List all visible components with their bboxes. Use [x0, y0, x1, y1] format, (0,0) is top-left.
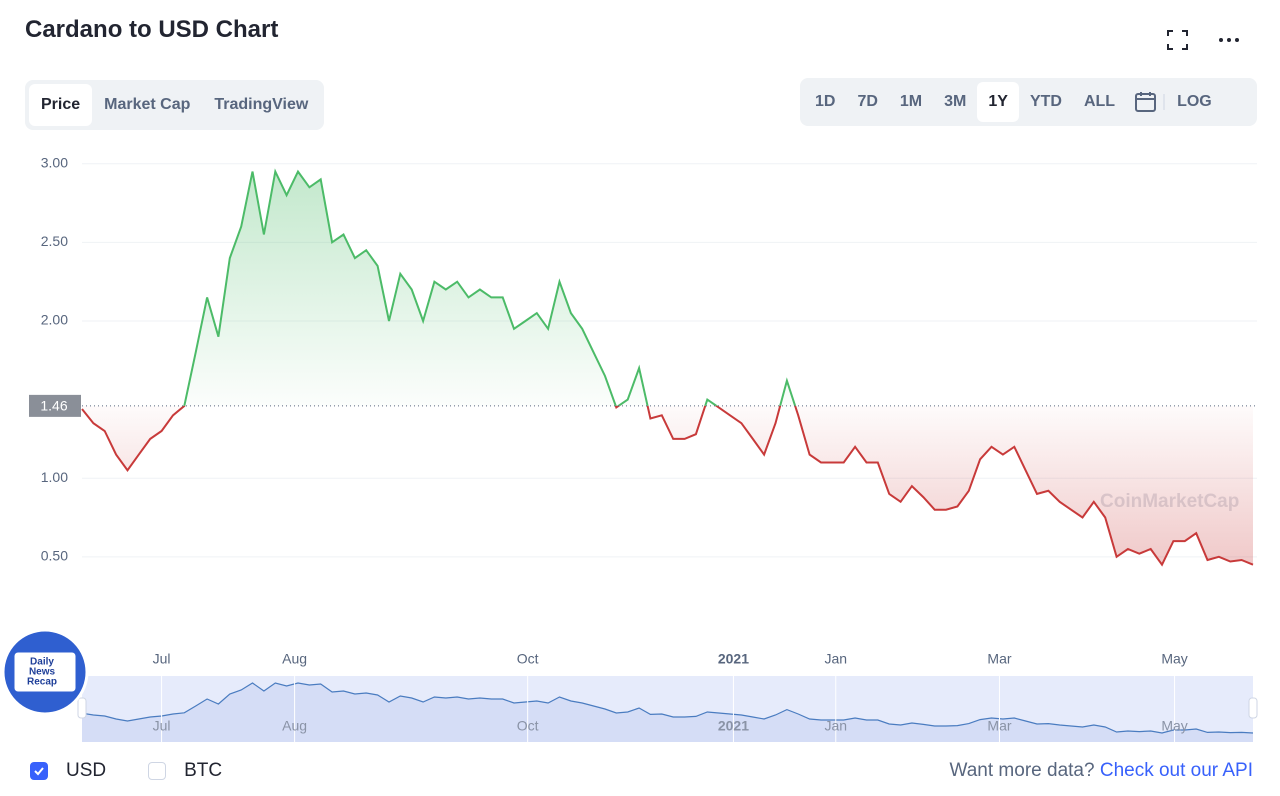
- navigator-area: [82, 683, 1253, 742]
- y-tick-label: 0.50: [41, 548, 68, 564]
- x-tick-label: Mar: [987, 651, 1011, 667]
- navigator-label: Mar: [987, 718, 1011, 734]
- badge-text: News: [29, 667, 56, 678]
- badge-text: Recap: [27, 677, 57, 688]
- navigator-label: Oct: [517, 718, 539, 734]
- x-tick-label: Aug: [282, 651, 307, 667]
- badge-text: Daily: [30, 657, 54, 668]
- currency-label: BTC: [184, 760, 223, 781]
- range-button[interactable]: 1D: [815, 93, 836, 110]
- range-button[interactable]: YTD: [1029, 93, 1062, 110]
- tab[interactable]: Market Cap: [104, 96, 191, 113]
- prompt: Want more data?: [949, 760, 1095, 781]
- navigator-label: Jul: [153, 718, 171, 734]
- check-mark: [34, 767, 44, 776]
- tab[interactable]: Price: [29, 84, 93, 126]
- currency-toggles: USD BTC: [30, 760, 264, 782]
- x-tick-label: Jul: [153, 651, 171, 667]
- range-group: 1D 7D 1M 3M 1Y YTD ALL LOG: [800, 78, 1257, 126]
- x-tick-label: Oct: [517, 651, 539, 667]
- range-button[interactable]: 1M: [899, 93, 923, 110]
- api-link[interactable]: Check out our API: [1099, 760, 1253, 781]
- y-tick-label: 2.50: [41, 233, 68, 249]
- checkbox[interactable]: [148, 762, 167, 780]
- log-button[interactable]: LOG: [1177, 93, 1212, 110]
- baseline-tag: [29, 394, 81, 417]
- navigator-handle[interactable]: [1248, 697, 1258, 719]
- x-tick-label: 2021: [718, 651, 749, 667]
- navigator-label: 2021: [718, 718, 749, 734]
- y-tick-label: 2.00: [41, 312, 68, 328]
- price-line-above: [182, 168, 797, 406]
- navigator-line: [81, 682, 1254, 734]
- tab-group: Price Market Cap TradingView: [25, 80, 325, 130]
- range-button[interactable]: 1Y: [977, 82, 1019, 122]
- navigator-handle[interactable]: [77, 697, 87, 719]
- badge-card: [13, 651, 77, 693]
- checkbox[interactable]: [30, 762, 48, 780]
- toolbar-icons: [1167, 30, 1239, 50]
- navigator-label: May: [1161, 718, 1187, 734]
- y-tick-label: 1.00: [41, 469, 68, 485]
- navigator-label: Aug: [282, 718, 307, 734]
- baseline-label: 1.46: [40, 398, 67, 414]
- tab[interactable]: TradingView: [214, 96, 309, 113]
- navigator-label: Jan: [824, 718, 847, 734]
- more-icon[interactable]: [1219, 38, 1239, 42]
- api-prompt: Want more data? Check out our API: [950, 760, 1253, 782]
- x-tick-label: May: [1161, 651, 1187, 667]
- y-tick-label: 3.00: [41, 154, 68, 170]
- area-above: [184, 171, 796, 406]
- page-title: Cardano to USD Chart: [25, 16, 279, 43]
- chart: 0.501.002.002.503.00CoinMarketCap1.46Jul…: [1, 154, 1258, 742]
- range-button[interactable]: 3M: [944, 93, 967, 110]
- price-line-below: [81, 405, 1254, 567]
- range-button[interactable]: ALL: [1083, 93, 1116, 110]
- area-below: [82, 405, 1253, 565]
- range-button[interactable]: 7D: [857, 93, 878, 110]
- currency-label: USD: [66, 760, 107, 781]
- calendar-icon[interactable]: [1126, 90, 1166, 114]
- fullscreen-icon[interactable]: [1167, 30, 1188, 50]
- x-tick-label: Jan: [824, 651, 847, 667]
